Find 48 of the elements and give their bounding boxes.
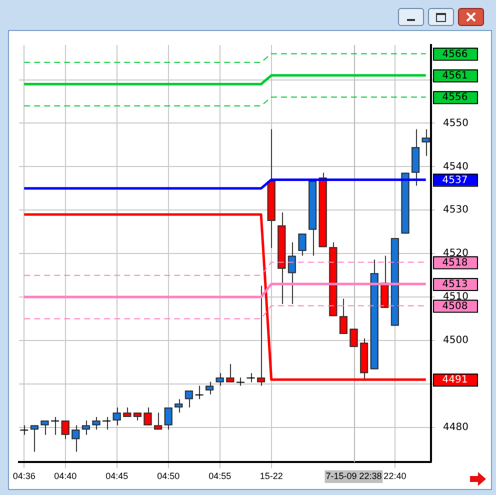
x-tick-label: 04:55 (208, 471, 232, 482)
candlestick (154, 412, 162, 430)
candlestick (246, 372, 256, 383)
candlestick (102, 416, 112, 430)
data-label: 4537 (442, 174, 468, 186)
candlestick (226, 363, 234, 383)
candlestick (194, 385, 204, 400)
y-tick-label: 4480 (443, 422, 468, 434)
candlestick (144, 406, 152, 426)
candlestick (20, 424, 29, 436)
candlestick (72, 424, 80, 452)
x-tick-label: 15-22 (260, 471, 283, 482)
candlestick (184, 390, 193, 408)
x-tick-label: 04:40 (54, 471, 77, 482)
candlestick (174, 398, 183, 414)
candlestick (288, 242, 296, 305)
candlestick (298, 233, 306, 256)
candlestick (30, 424, 38, 452)
x-tick-label: 22:40 (384, 471, 406, 482)
x-tick-label: 04:45 (106, 471, 128, 482)
data-label: 4566 (442, 48, 468, 60)
data-label: 4491 (442, 374, 468, 386)
candlestick (164, 406, 172, 430)
candlestick (206, 381, 214, 395)
candlestick (61, 420, 70, 440)
candlestick (82, 420, 90, 436)
data-label: 4513 (442, 279, 468, 290)
data-label: 4508 (442, 300, 468, 312)
data-label: 4556 (442, 92, 468, 104)
y-tick-label: 4550 (443, 118, 468, 129)
candlestick (350, 328, 358, 348)
x-tick-label: 04:36 (12, 471, 36, 482)
y-tick-label: 4540 (443, 161, 468, 172)
candlestick (422, 128, 430, 156)
y-tick-label: 4500 (443, 335, 468, 346)
y-tick-label: 4530 (443, 204, 468, 216)
candlestick (112, 406, 121, 426)
candlestick (123, 406, 132, 418)
candlestick (216, 372, 224, 386)
candlestick (92, 416, 100, 430)
x-tick-label: 7-15-09 22:38 (326, 471, 382, 482)
candlestick (50, 416, 60, 436)
candlestick (257, 285, 266, 386)
data-label: 4518 (442, 257, 468, 268)
candlestick (40, 420, 49, 436)
data-label: 4561 (442, 70, 468, 82)
x-tick-label: 04:50 (157, 471, 180, 482)
candlestick (339, 298, 348, 334)
